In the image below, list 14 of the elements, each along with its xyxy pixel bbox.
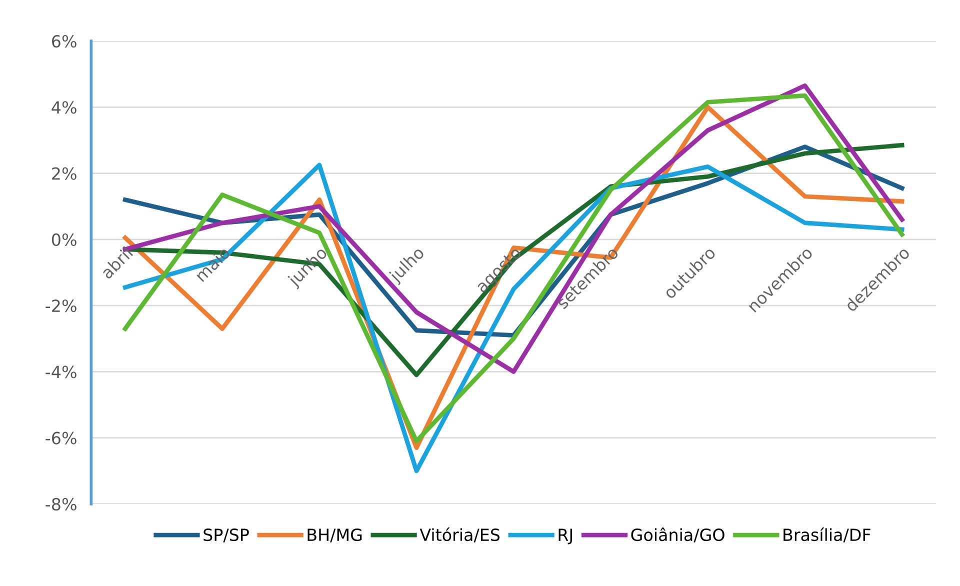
y-tick-label: 6%	[52, 34, 76, 48]
legend-label: Goiânia/GO	[631, 528, 724, 542]
y-tick-label: -4%	[46, 366, 76, 378]
legend-label: Vitória/ES	[420, 528, 500, 542]
legend-label: SP/SP	[204, 528, 249, 542]
y-tick-label: -2%	[46, 300, 76, 312]
y-tick-label: -8%	[46, 498, 76, 511]
legend-label: RJ	[558, 528, 572, 544]
y-tick-label: 2%	[52, 167, 76, 180]
y-tick-label: -6%	[46, 432, 76, 444]
legend-label: BH/MG	[308, 528, 362, 542]
legend-label: Brasília/DF	[784, 528, 870, 542]
y-tick-label: 0%	[52, 233, 76, 246]
y-tick-label: 4%	[52, 101, 76, 114]
